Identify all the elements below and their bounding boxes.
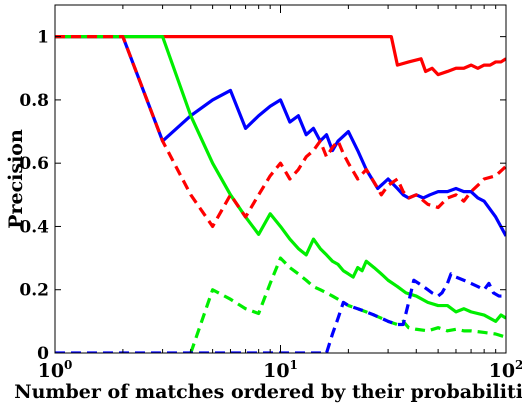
series-line-4: [55, 35, 506, 229]
x-axis-label: Number of matches ordered by their proba…: [14, 381, 522, 403]
x-tick-label: 100: [38, 358, 73, 382]
y-tick-label: 0.6: [19, 154, 49, 174]
y-tick-label: 0: [37, 344, 49, 364]
series-line-1: [55, 35, 506, 77]
series-line-2: [55, 35, 506, 237]
series-line-3: [55, 35, 506, 323]
series-layer: [55, 35, 506, 353]
y-tick-label: 1: [37, 28, 49, 48]
x-tick-label: 101: [263, 358, 298, 382]
y-tick-label: 0.2: [19, 281, 49, 301]
y-tick-label: 0.4: [19, 217, 49, 237]
series-line-5: [189, 256, 506, 353]
tick-layer: 0 0.2 0.4 0.6 0.8 1 100 101 102: [19, 5, 522, 382]
plot-frame: [54, 4, 507, 354]
y-tick-label: 0.8: [19, 91, 49, 111]
x-tick-label: 102: [489, 358, 522, 382]
series-line-6: [55, 272, 506, 353]
y-axis-label: Precision: [5, 129, 27, 229]
